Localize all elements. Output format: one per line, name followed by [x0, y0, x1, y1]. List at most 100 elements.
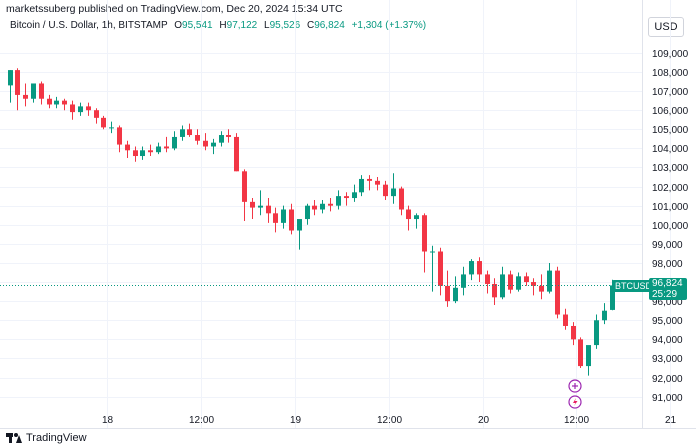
candle [516, 272, 521, 292]
candle-body [8, 70, 13, 86]
candle-body [78, 106, 83, 113]
candle [547, 262, 552, 294]
candle [571, 322, 576, 346]
candle-body [219, 135, 224, 143]
candle-body [94, 110, 99, 118]
bar-countdown: 25:29 [652, 289, 678, 300]
candle [101, 115, 106, 130]
candle [133, 146, 138, 162]
candle [47, 94, 52, 109]
candle [602, 303, 607, 325]
currency-selector[interactable]: USD [648, 17, 684, 37]
candle [383, 180, 388, 200]
candle [453, 276, 458, 304]
candle-body [477, 261, 482, 275]
candle-body [242, 171, 247, 202]
candle [273, 207, 278, 233]
candle [461, 266, 466, 296]
candle-body [430, 251, 435, 253]
last-price-value: 96,824 [652, 278, 683, 289]
candle-body [328, 203, 333, 206]
price-tick-label: 92,000 [652, 374, 683, 385]
candle [391, 173, 396, 204]
candle [172, 131, 177, 151]
candle [422, 213, 427, 273]
candle [406, 205, 411, 231]
time-axis: 18 12:00 19 12:00 20 12:00 21 [0, 415, 696, 429]
candle [109, 121, 114, 134]
price-tick-label: 102,000 [652, 183, 689, 194]
candle [70, 100, 75, 120]
candle-body [211, 142, 216, 147]
lightning-circle-icon[interactable] [568, 395, 582, 409]
candle [344, 192, 349, 206]
candle [156, 142, 161, 155]
candle [62, 98, 67, 111]
price-axis: 91,00092,00093,00094,00095,00096,00097,0… [642, 0, 689, 428]
candle-body [445, 285, 450, 302]
candle-body [101, 117, 106, 128]
candle [117, 125, 122, 153]
candle [78, 102, 83, 116]
candle-body [156, 146, 161, 153]
candle [555, 266, 560, 319]
price-tick-label: 98,000 [652, 259, 683, 270]
candle [234, 133, 239, 172]
footer-brand[interactable]: TradingView [6, 432, 87, 444]
candle-body [54, 100, 59, 105]
candle-body [391, 188, 396, 197]
low-label: L [264, 20, 270, 31]
price-tick-label: 106,000 [652, 106, 689, 117]
price-tick-label: 101,000 [652, 202, 689, 213]
time-tick-label: 21 [665, 415, 677, 426]
candle [203, 133, 208, 151]
candle-body [594, 320, 599, 346]
candle-body [375, 180, 380, 185]
plus-circle-icon[interactable] [568, 379, 582, 393]
candle [312, 199, 317, 216]
candle-body [117, 127, 122, 145]
candle-body [180, 129, 185, 137]
time-tick-label: 12:00 [377, 415, 402, 426]
time-tick-label: 12:00 [564, 415, 589, 426]
symbol-description: Bitcoin / U.S. Dollar, 1h, BITSTAMP [10, 20, 168, 31]
candle-body [31, 83, 36, 99]
candle [86, 102, 91, 116]
candle-body [109, 127, 114, 129]
candle [289, 203, 294, 235]
candle [539, 274, 544, 300]
candle-body [524, 276, 529, 283]
candle [445, 270, 450, 307]
price-tick-label: 107,000 [652, 87, 689, 98]
candle [180, 125, 185, 141]
candle [578, 337, 583, 368]
candle-body [187, 129, 192, 136]
candle-body [367, 178, 372, 181]
candle [250, 198, 255, 220]
candle [477, 257, 482, 283]
close-label: C [306, 20, 315, 31]
candle [164, 136, 169, 153]
candle-body [602, 310, 607, 321]
candle-body [140, 150, 145, 157]
price-tick-label: 99,000 [652, 240, 683, 251]
candle-body [344, 196, 349, 199]
candle-body [289, 209, 294, 231]
high-value: 97,122 [226, 20, 258, 31]
candle [148, 144, 153, 157]
price-tick-label: 94,000 [652, 335, 683, 346]
candle [469, 259, 474, 281]
candle-body [399, 188, 404, 210]
candle [563, 308, 568, 330]
candle-body [23, 94, 28, 99]
price-tick-label: 93,000 [652, 354, 683, 365]
candle-body [516, 276, 521, 290]
price-tick-label: 105,000 [652, 125, 689, 136]
candle-body [62, 100, 67, 105]
candle-body [305, 205, 310, 220]
candle-body [273, 213, 278, 223]
candle-body [258, 205, 263, 208]
candle-body [203, 140, 208, 147]
candle-body [539, 285, 544, 292]
